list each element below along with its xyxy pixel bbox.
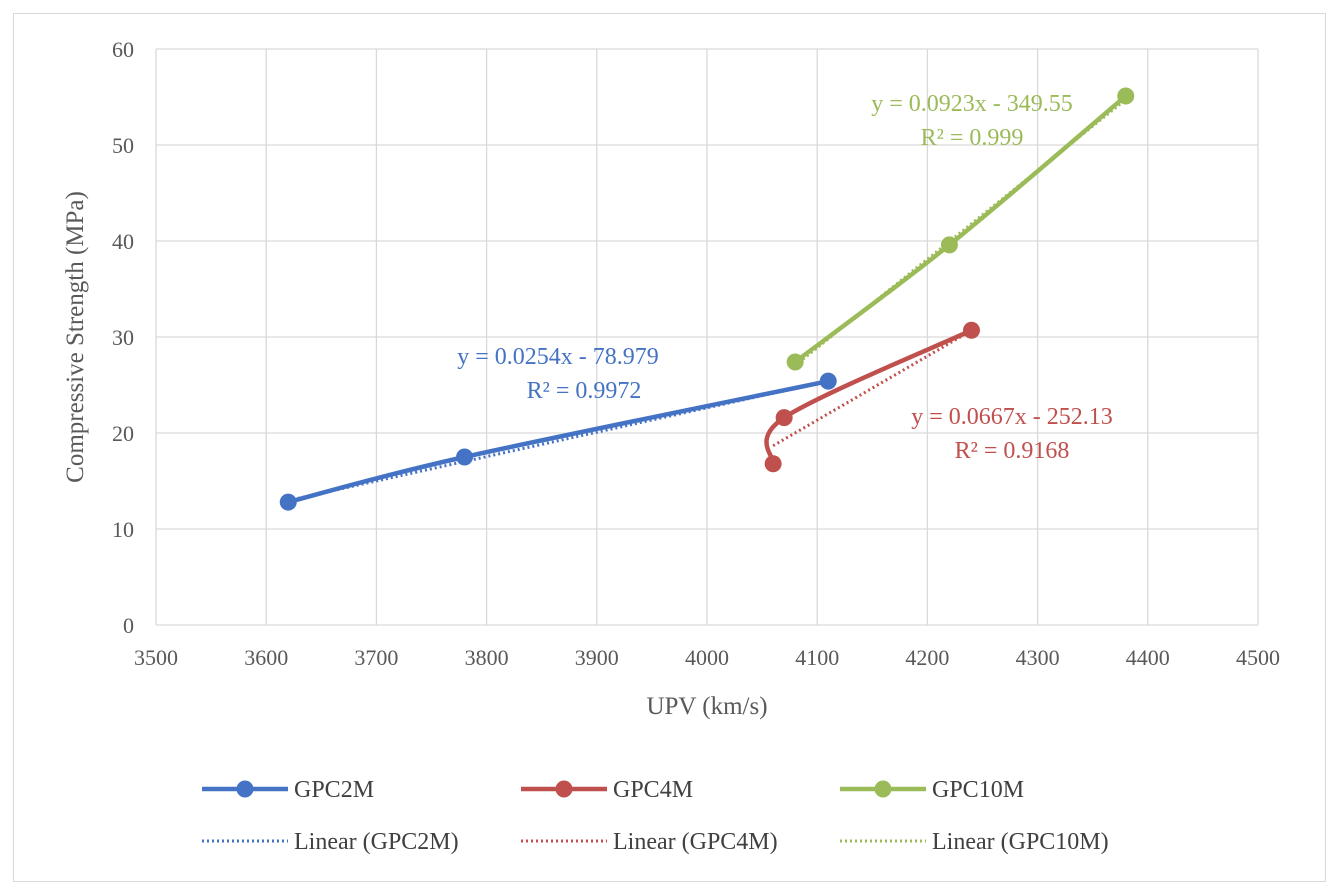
legend-marker-gpc10m	[874, 780, 892, 798]
data-point-gpc4m	[775, 409, 793, 427]
legend-trend-label-gpc10m: Linear (GPC10M)	[932, 829, 1109, 855]
data-point-gpc10m	[940, 236, 958, 254]
series-line-gpc2m	[285, 378, 831, 505]
x-axis-title: UPV (km/s)	[646, 693, 767, 720]
chart-frame	[13, 13, 1326, 882]
y-tick-label: 60	[112, 37, 134, 62]
x-tick-label: 4400	[1126, 645, 1170, 670]
x-tick-label: 3500	[134, 645, 178, 670]
trend-r2-gpc2m: R² = 0.9972	[527, 378, 642, 404]
y-tick-label: 10	[112, 517, 134, 542]
trendline-equations: y = 0.0254x - 78.979 R² = 0.9972 y = 0.066…	[457, 91, 1113, 464]
y-axis-title: Compressive Strength (MPa)	[62, 191, 89, 483]
trend-equation-gpc2m: y = 0.0254x - 78.979	[457, 344, 659, 370]
x-axis-ticks: 3500 3600 3700 3800 3900 4000 4100 4200 4300 4400…	[134, 645, 1280, 670]
legend-label-gpc4m: GPC4M	[613, 777, 693, 803]
data-point-gpc10m	[786, 353, 804, 371]
y-tick-label: 20	[112, 421, 134, 446]
legend: GPC2M Linear (GPC2M) GPC4M Linear (GPC4M) GP…	[202, 777, 1109, 855]
legend-trend-label-gpc4m: Linear (GPC4M)	[613, 829, 778, 855]
legend-label-gpc2m: GPC2M	[294, 777, 374, 803]
trendline-gpc4m	[772, 329, 973, 448]
x-tick-label: 4100	[795, 645, 839, 670]
x-tick-label: 4500	[1236, 645, 1280, 670]
legend-trend-label-gpc2m: Linear (GPC2M)	[294, 829, 459, 855]
series-lines	[279, 87, 1135, 511]
data-point-gpc4m	[962, 321, 980, 339]
trend-equation-gpc4m: y = 0.0667x - 252.13	[911, 404, 1113, 430]
y-tick-label: 50	[112, 133, 134, 158]
legend-marker-gpc4m	[555, 780, 573, 798]
legend-marker-gpc2m	[236, 780, 254, 798]
x-tick-label: 4200	[905, 645, 949, 670]
trend-r2-gpc4m: R² = 0.9168	[955, 438, 1070, 464]
y-tick-label: 30	[112, 325, 134, 350]
data-point-gpc4m	[764, 455, 782, 473]
data-point-gpc2m	[819, 372, 837, 390]
y-tick-label: 0	[123, 613, 134, 638]
legend-label-gpc10m: GPC10M	[932, 777, 1024, 803]
x-tick-label: 3700	[354, 645, 398, 670]
data-point-gpc2m	[279, 493, 297, 511]
data-point-gpc10m	[1117, 87, 1135, 105]
data-point-gpc2m	[456, 448, 474, 466]
trend-r2-gpc10m: R² = 0.999	[921, 125, 1024, 151]
series-line-gpc4m	[764, 328, 974, 466]
trend-equation-gpc10m: y = 0.0923x - 349.55	[871, 91, 1073, 117]
x-tick-label: 3800	[465, 645, 509, 670]
gridlines	[155, 48, 1259, 626]
x-tick-label: 3900	[575, 645, 619, 670]
x-tick-label: 4000	[685, 645, 729, 670]
x-tick-label: 3600	[244, 645, 288, 670]
y-tick-label: 40	[112, 229, 134, 254]
x-tick-label: 4300	[1016, 645, 1060, 670]
y-axis-ticks: 0 10 20 30 40 50 60	[112, 37, 134, 638]
